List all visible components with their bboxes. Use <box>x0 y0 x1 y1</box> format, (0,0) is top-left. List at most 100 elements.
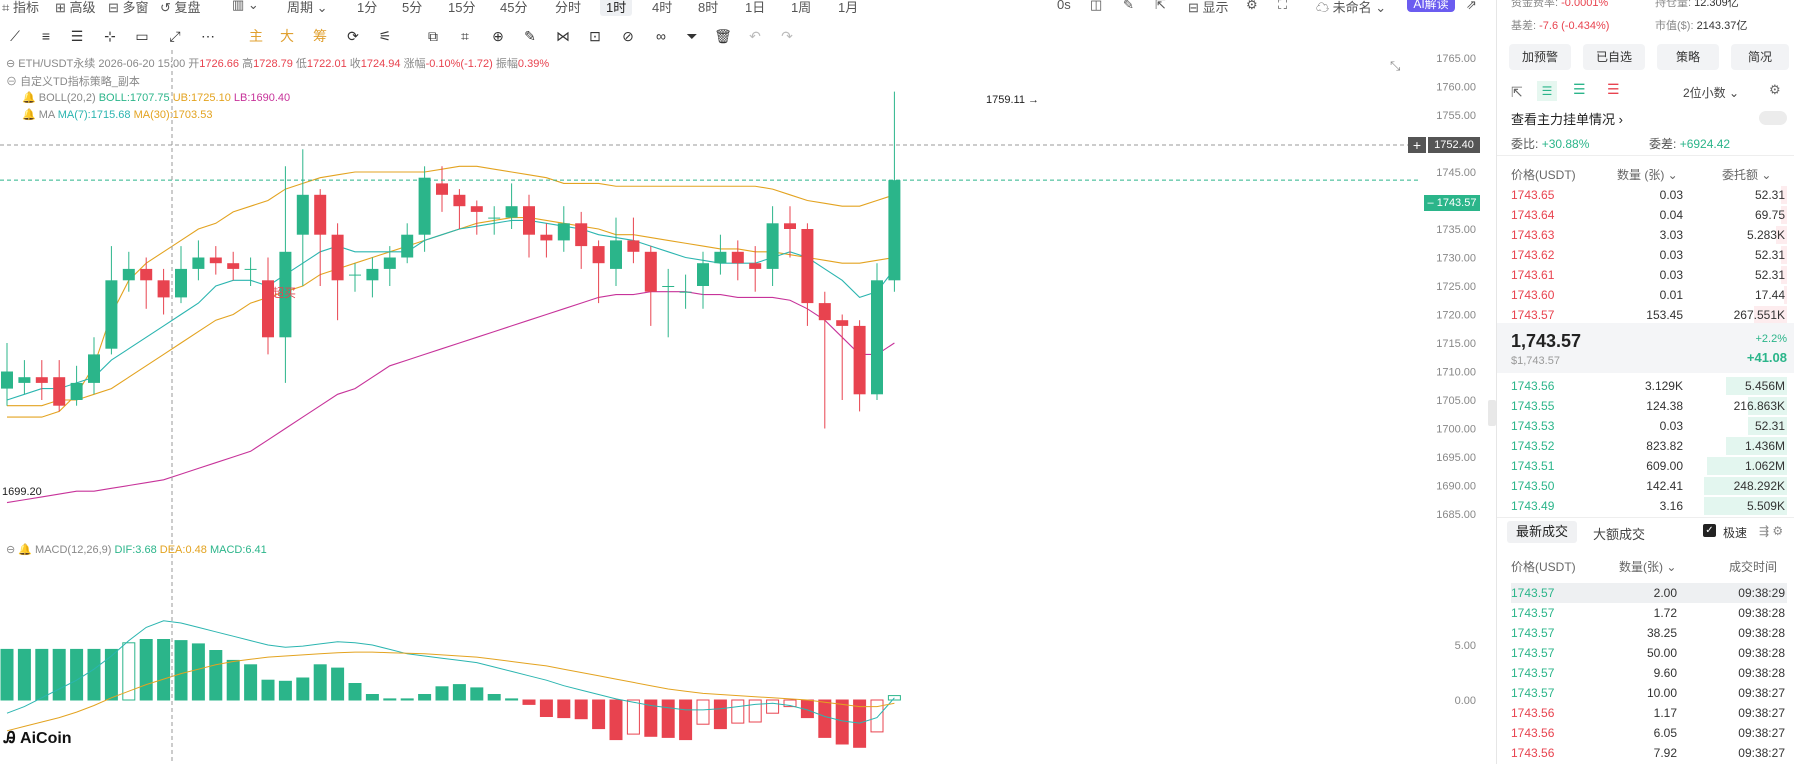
depth-mode-icon[interactable]: ⇱ <box>1511 84 1523 100</box>
period-8h[interactable]: 8时 <box>698 0 719 15</box>
trade-filter-icon[interactable]: ⇶ ⚙ <box>1759 524 1784 538</box>
undo-icon[interactable]: ↶ <box>749 28 761 44</box>
share-icon[interactable]: ⇗ <box>1466 0 1477 12</box>
period-1m[interactable]: 1分 <box>357 0 378 15</box>
line-tool-icon[interactable]: ⟋ <box>10 28 20 44</box>
ask-row[interactable]: 1743.65 0.03 52.31 <box>1511 185 1787 205</box>
favorited-button[interactable]: 已自选 <box>1583 44 1645 70</box>
bid-row[interactable]: 1743.52 823.82 1.436M <box>1511 436 1787 456</box>
copy-icon[interactable]: ⧉ <box>428 28 438 44</box>
period-1h[interactable]: 1时 <box>600 0 633 16</box>
period-timeline[interactable]: 分时 <box>555 0 582 15</box>
replay-menu[interactable]: ↺ 复盘 <box>160 0 201 15</box>
ruler-icon[interactable]: ⌗ <box>461 28 469 44</box>
ask-row[interactable]: 1743.62 0.03 52.31 <box>1511 245 1787 265</box>
sync-icon[interactable]: ⟳ <box>347 28 359 44</box>
trade-row[interactable]: 1743.57 9.60 09:38:28 <box>1511 663 1787 683</box>
overview-button[interactable]: 简况 <box>1731 44 1789 70</box>
ask-row[interactable]: 1743.63 3.03 5.283K <box>1511 225 1787 245</box>
period-45m[interactable]: 45分 <box>500 0 528 15</box>
period-1w[interactable]: 1周 <box>791 0 812 15</box>
edit-icon[interactable]: ✎ <box>1123 0 1134 12</box>
advanced-menu[interactable]: ⊞ 高级 <box>55 0 96 15</box>
rect-tool-icon[interactable]: ▭ <box>135 28 149 44</box>
indicator-menu[interactable]: ⌗ 指标 <box>2 0 39 15</box>
ask-row[interactable]: 1743.64 0.04 69.75 <box>1511 205 1787 225</box>
trade-row[interactable]: 1743.57 1.72 09:38:28 <box>1511 603 1787 623</box>
boll-info[interactable]: 🔔 BOLL(20,2) BOLL:1707.75 UB:1725.10 LB:… <box>22 91 290 104</box>
ask-row[interactable]: 1743.61 0.03 52.31 <box>1511 265 1787 285</box>
camera-icon[interactable]: ◫ <box>1090 0 1103 12</box>
filter-icon[interactable]: ⏷ <box>686 28 698 44</box>
strategy-info[interactable]: ⊖ 自定义TD指标策略_副本 <box>6 76 140 88</box>
book-header-qty[interactable]: 数量 (张) ⌄ <box>1617 168 1678 182</box>
bids-only-icon[interactable]: ☰ <box>1573 81 1586 97</box>
expand-icon[interactable]: ⤡ <box>1390 58 1401 73</box>
tab-latest-trades[interactable]: 最新成交 <box>1507 521 1577 543</box>
settings-icon[interactable]: ⚙ <box>1246 0 1258 12</box>
ask-row[interactable]: 1743.57 153.45 267.551K <box>1511 305 1787 325</box>
trade-row[interactable]: 1743.57 50.00 09:38:28 <box>1511 643 1787 663</box>
path-tool-icon[interactable]: ⋯ <box>201 28 215 44</box>
cross-tool-icon[interactable]: ⊹ <box>104 28 116 44</box>
parallel-tool-icon[interactable]: ☰ <box>70 28 84 44</box>
trade-row[interactable]: 1743.56 1.17 09:38:27 <box>1511 703 1787 723</box>
fullscreen-icon[interactable]: ⛶ <box>1278 0 1288 12</box>
main-force-tool[interactable]: 主 <box>249 28 263 44</box>
ask-row[interactable]: 1743.60 0.01 17.44 <box>1511 285 1787 305</box>
multi-window-menu[interactable]: ⊟ 多窗 <box>108 0 149 15</box>
asks-only-icon[interactable]: ☰ <box>1607 81 1620 97</box>
bid-row[interactable]: 1743.49 3.16 5.509K <box>1511 496 1787 516</box>
bid-row[interactable]: 1743.56 3.129K 5.456M <box>1511 376 1787 396</box>
layout-menu[interactable]: ☁ 未命名 ⌄ <box>1316 0 1387 15</box>
tab-large-trades[interactable]: 大额成交 <box>1593 527 1646 542</box>
period-15m[interactable]: 15分 <box>448 0 476 15</box>
trash-icon[interactable]: 🗑 <box>714 28 732 44</box>
period-4h[interactable]: 4时 <box>652 0 673 15</box>
trade-header-qty[interactable]: 数量(张) ⌄ <box>1619 560 1677 574</box>
trade-row[interactable]: 1743.57 10.00 09:38:27 <box>1511 683 1787 703</box>
hide-icon[interactable]: ⊘ <box>622 28 634 44</box>
countdown-label[interactable]: 0s <box>1057 0 1071 12</box>
trade-row[interactable]: 1743.57 2.00 09:38:29 <box>1511 583 1787 603</box>
link-icon[interactable]: ∞ <box>656 28 666 44</box>
bid-row[interactable]: 1743.55 124.38 216.863K <box>1511 396 1787 416</box>
book-header-amount[interactable]: 委托额 ⌄ <box>1722 168 1772 182</box>
depth-link[interactable]: 查看主力挂单情况 › <box>1511 112 1623 127</box>
candle-type-icon[interactable]: ▥ ⌄ <box>232 0 259 12</box>
zoom-icon[interactable]: ⊕ <box>492 28 504 44</box>
collapse-icon[interactable]: ⊖ <box>6 58 16 70</box>
bid-row[interactable]: 1743.51 609.00 1.062M <box>1511 456 1787 476</box>
trade-row[interactable]: 1743.56 6.05 09:38:27 <box>1511 723 1787 743</box>
export-icon[interactable]: ⇱ <box>1155 0 1166 12</box>
period-1d[interactable]: 1日 <box>745 0 766 15</box>
candlestick-chart[interactable]: 1765.001760.001755.001750.001745.001740.… <box>0 50 1496 764</box>
period-5m[interactable]: 5分 <box>402 0 423 15</box>
depth-toggle[interactable] <box>1759 111 1787 125</box>
brush-icon[interactable]: ✎ <box>524 28 536 44</box>
period-menu[interactable]: 周期 ⌄ <box>287 0 328 15</box>
trade-row[interactable]: 1743.56 7.92 09:38:27 <box>1511 743 1787 763</box>
magnet-icon[interactable]: ⋈ <box>556 28 570 44</box>
redo-icon[interactable]: ↷ <box>781 28 793 44</box>
add-price-alert-icon[interactable]: + <box>1408 137 1426 153</box>
chart-area[interactable]: ⊖ ETH/USDT永续 2026-06-20 15:00 开1726.66 高… <box>0 50 1496 764</box>
add-alert-button[interactable]: 加预警 <box>1509 44 1571 70</box>
display-menu[interactable]: ⊟ 显示 <box>1188 0 1229 15</box>
ma-info[interactable]: 🔔 MA MA(7):1715.68 MA(30):1703.53 <box>22 109 213 121</box>
period-1mo[interactable]: 1月 <box>838 0 859 15</box>
strategy-button[interactable]: 策略 <box>1657 44 1719 70</box>
fast-mode-checkbox[interactable]: ✓ <box>1703 524 1716 537</box>
panel-collapse-handle[interactable] <box>1488 400 1496 426</box>
book-settings-icon[interactable]: ⚙ <box>1769 82 1781 97</box>
decimals-select[interactable]: 2位小数 ⌄ <box>1683 86 1740 100</box>
ai-interpret-button[interactable]: AI解读 <box>1407 0 1455 12</box>
hline-tool-icon[interactable]: ≡ <box>41 28 51 44</box>
lock-icon[interactable]: ⊡ <box>589 28 601 44</box>
trade-row[interactable]: 1743.57 38.25 09:38:28 <box>1511 623 1787 643</box>
chips-tool[interactable]: 筹 <box>313 28 327 44</box>
arrow-tool-icon[interactable]: ⤢ <box>169 28 181 44</box>
bid-row[interactable]: 1743.50 142.41 248.292K <box>1511 476 1787 496</box>
both-book-icon[interactable]: ☰ <box>1537 81 1557 101</box>
trend-tool-icon[interactable]: ⚟ <box>378 28 392 44</box>
